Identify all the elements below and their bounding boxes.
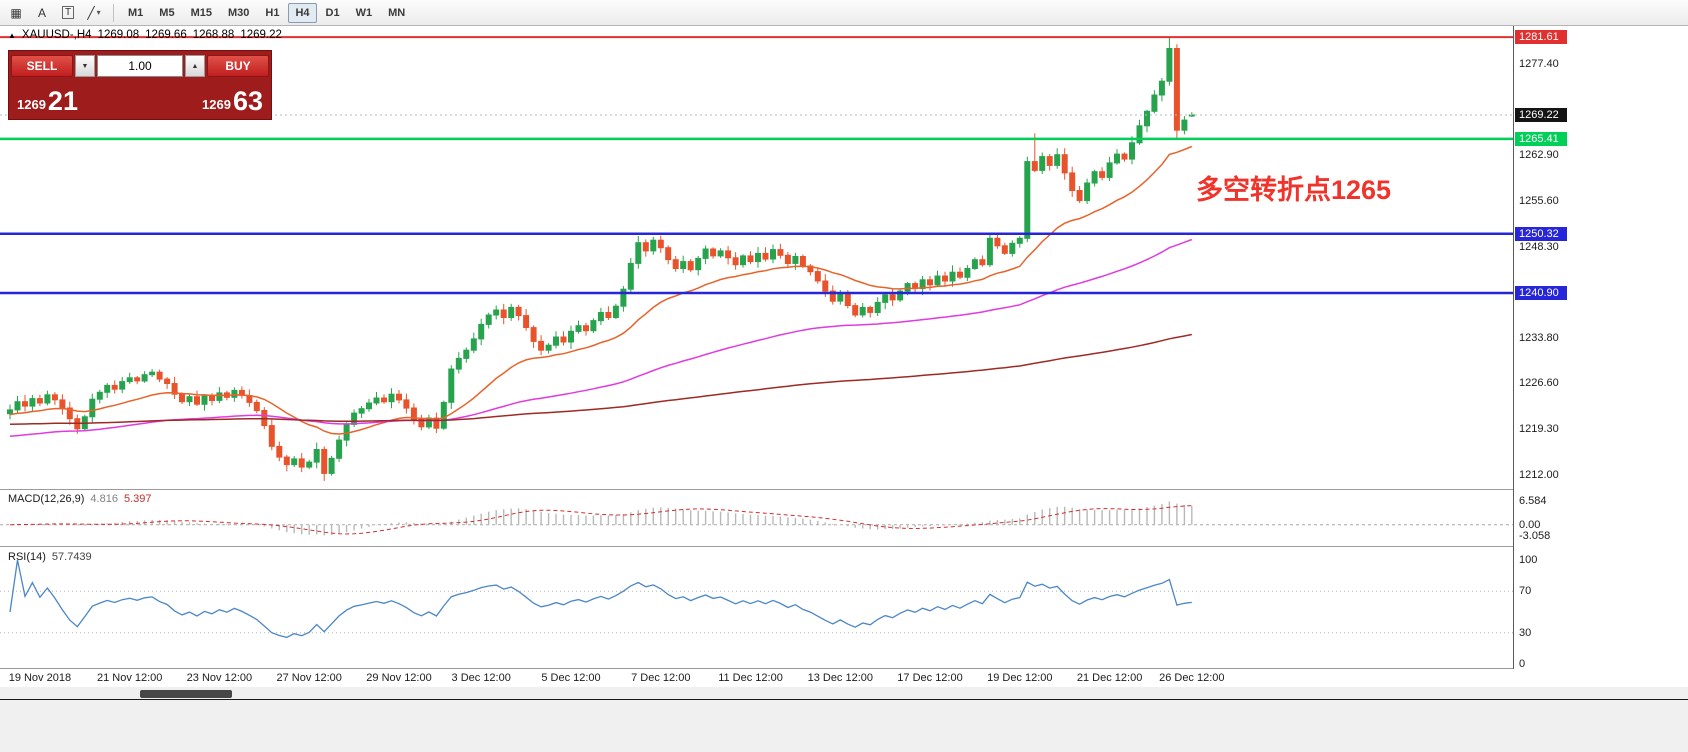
buy-button[interactable]: BUY xyxy=(207,55,269,77)
timeframe-button-w1[interactable]: W1 xyxy=(349,3,380,23)
buy-price-big: 63 xyxy=(232,86,263,116)
price-axis[interactable]: 1277.40 1262.90 1255.60 1248.30 1233.80 1226.… xyxy=(1514,26,1688,670)
lot-size-input[interactable] xyxy=(97,55,183,77)
toolbar-icon-group: ▦ A T ╱ ▾ xyxy=(4,3,106,23)
main-chart-canvas[interactable] xyxy=(0,27,1514,489)
timeframe-button-h1[interactable]: H1 xyxy=(258,3,286,23)
axis-scale-label: 30 xyxy=(1519,626,1532,639)
axis-scale-label: 1219.30 xyxy=(1519,422,1559,435)
timeframe-button-m1[interactable]: M1 xyxy=(121,3,150,23)
draw-tool-icon[interactable]: ╱ ▾ xyxy=(82,3,106,23)
ohlc-low: 1268.88 xyxy=(192,29,235,41)
sell-price-small: 1269 xyxy=(17,97,46,112)
macd-name: MACD(12,26,9) xyxy=(8,493,85,505)
timeframe-button-m15[interactable]: M15 xyxy=(184,3,219,23)
sell-button[interactable]: SELL xyxy=(11,55,73,77)
panel-separator[interactable] xyxy=(0,489,1688,490)
buy-price-display: 1269 63 xyxy=(202,88,263,115)
symbol-period-label: XAUUSD-,H4 xyxy=(21,29,92,41)
time-axis-label: 3 Dec 12:00 xyxy=(451,672,511,684)
bottom-strip xyxy=(0,687,1688,752)
time-axis-label: 21 Nov 12:00 xyxy=(96,672,163,684)
axis-scale-label: 70 xyxy=(1519,585,1532,598)
macd-signal-value: 5.397 xyxy=(123,493,152,505)
time-axis-label: 29 Nov 12:00 xyxy=(366,672,432,684)
axis-scale-label: 6.584 xyxy=(1519,495,1547,508)
trade-panel-controls: SELL ▼ ▲ BUY xyxy=(9,51,271,79)
axis-scale-label: 1212.00 xyxy=(1519,468,1559,481)
time-axis-label: 21 Dec 12:00 xyxy=(1076,672,1143,684)
h-scrollbar-thumb[interactable] xyxy=(140,690,232,698)
price-axis-border xyxy=(1513,26,1514,669)
time-axis-label: 19 Dec 12:00 xyxy=(987,672,1053,684)
axis-scale-label: 1255.60 xyxy=(1519,194,1559,207)
axis-scale-label: 100 xyxy=(1519,554,1538,566)
price-tag-1269.22: 1269.22 xyxy=(1515,108,1567,122)
rsi-canvas[interactable] xyxy=(0,547,1514,668)
rsi-value: 57.7439 xyxy=(51,551,92,563)
top-toolbar: ▦ A T ╱ ▾ M1 M5 M15 M30 H1 H4 D1 W1 MN xyxy=(0,0,1688,26)
time-axis-label: 23 Nov 12:00 xyxy=(186,672,253,684)
rsi-label: RSI(14) 57.7439 xyxy=(8,551,92,563)
axis-scale-label: 1226.60 xyxy=(1519,376,1559,389)
time-axis[interactable]: 19 Nov 2018 21 Nov 12:00 23 Nov 12:00 27 No… xyxy=(0,669,1514,687)
ohlc-open: 1269.08 xyxy=(97,29,140,41)
sell-price-big: 21 xyxy=(47,86,78,116)
price-tag-1240.90: 1240.90 xyxy=(1515,286,1567,300)
timeframe-button-m5[interactable]: M5 xyxy=(152,3,181,23)
chart-annotation-text: 多空转折点1265 xyxy=(1196,175,1392,205)
time-axis-label: 13 Dec 12:00 xyxy=(807,672,874,684)
chart-window[interactable]: 1277.40 1262.90 1255.60 1248.30 1233.80 1226.… xyxy=(0,26,1688,687)
ohlc-close: 1269.22 xyxy=(240,29,282,41)
rsi-name: RSI(14) xyxy=(8,551,46,563)
axis-scale-label: 1248.30 xyxy=(1519,240,1559,253)
text-tool-icon[interactable]: T xyxy=(56,3,80,23)
toolbar-separator xyxy=(113,3,114,22)
panel-separator xyxy=(0,668,1688,669)
price-tag-1281.61: 1281.61 xyxy=(1515,30,1567,45)
time-axis-label: 17 Dec 12:00 xyxy=(897,672,963,684)
lot-increase-button[interactable]: ▲ xyxy=(185,55,205,77)
macd-canvas[interactable] xyxy=(0,490,1514,546)
chart-title-ohlc: ▲ XAUUSD-,H4 1269.08 1269.66 1268.88 126… xyxy=(8,29,282,41)
panel-separator[interactable] xyxy=(0,546,1688,547)
chevron-down-icon: ▼ xyxy=(81,62,89,70)
axis-scale-label: 1262.90 xyxy=(1519,148,1559,161)
grid-tool-icon[interactable]: ▦ xyxy=(4,3,28,23)
axis-scale-label: 0 xyxy=(1519,658,1526,670)
time-axis-label: 27 Nov 12:00 xyxy=(276,672,342,684)
timeframe-button-m30[interactable]: M30 xyxy=(221,3,256,23)
bottom-border-line xyxy=(0,699,1688,700)
time-axis-label: 11 Dec 12:00 xyxy=(718,672,783,684)
chevron-up-icon: ▲ xyxy=(191,62,199,70)
axis-scale-label: 1233.80 xyxy=(1519,331,1559,344)
price-tag-1265.41: 1265.41 xyxy=(1515,131,1567,146)
axis-scale-label: 1277.40 xyxy=(1519,57,1559,70)
timeframe-button-h4[interactable]: H4 xyxy=(288,2,317,23)
timeframe-button-mn[interactable]: MN xyxy=(381,3,412,23)
trade-panel-prices: 1269 21 1269 63 xyxy=(9,79,271,119)
sell-price-display: 1269 21 xyxy=(17,88,78,115)
cursor-tool-icon[interactable]: A xyxy=(30,3,54,23)
macd-label: MACD(12,26,9) 4.816 5.397 xyxy=(8,493,151,505)
time-axis-label: 5 Dec 12:00 xyxy=(541,672,601,684)
time-axis-label: 19 Nov 2018 xyxy=(8,672,72,684)
axis-scale-label: -3.058 xyxy=(1519,529,1551,542)
timeframe-button-d1[interactable]: D1 xyxy=(319,3,347,23)
ohlc-high: 1269.66 xyxy=(145,29,187,41)
symbol-triangle-icon: ▲ xyxy=(8,30,16,40)
timeframe-button-group: M1 M5 M15 M30 H1 H4 D1 W1 MN xyxy=(121,2,412,23)
chevron-down-icon: ▾ xyxy=(96,8,101,17)
time-axis-label: 26 Dec 12:00 xyxy=(1159,672,1225,684)
price-tag-1250.32: 1250.32 xyxy=(1515,226,1567,241)
macd-main-value: 4.816 xyxy=(90,493,118,505)
lot-decrease-button[interactable]: ▼ xyxy=(75,55,95,77)
time-axis-label: 7 Dec 12:00 xyxy=(631,672,691,684)
buy-price-small: 1269 xyxy=(202,97,231,112)
axis-scale-label: 0.00 xyxy=(1519,518,1541,531)
one-click-trade-panel: SELL ▼ ▲ BUY 1269 21 1269 63 xyxy=(8,50,272,120)
